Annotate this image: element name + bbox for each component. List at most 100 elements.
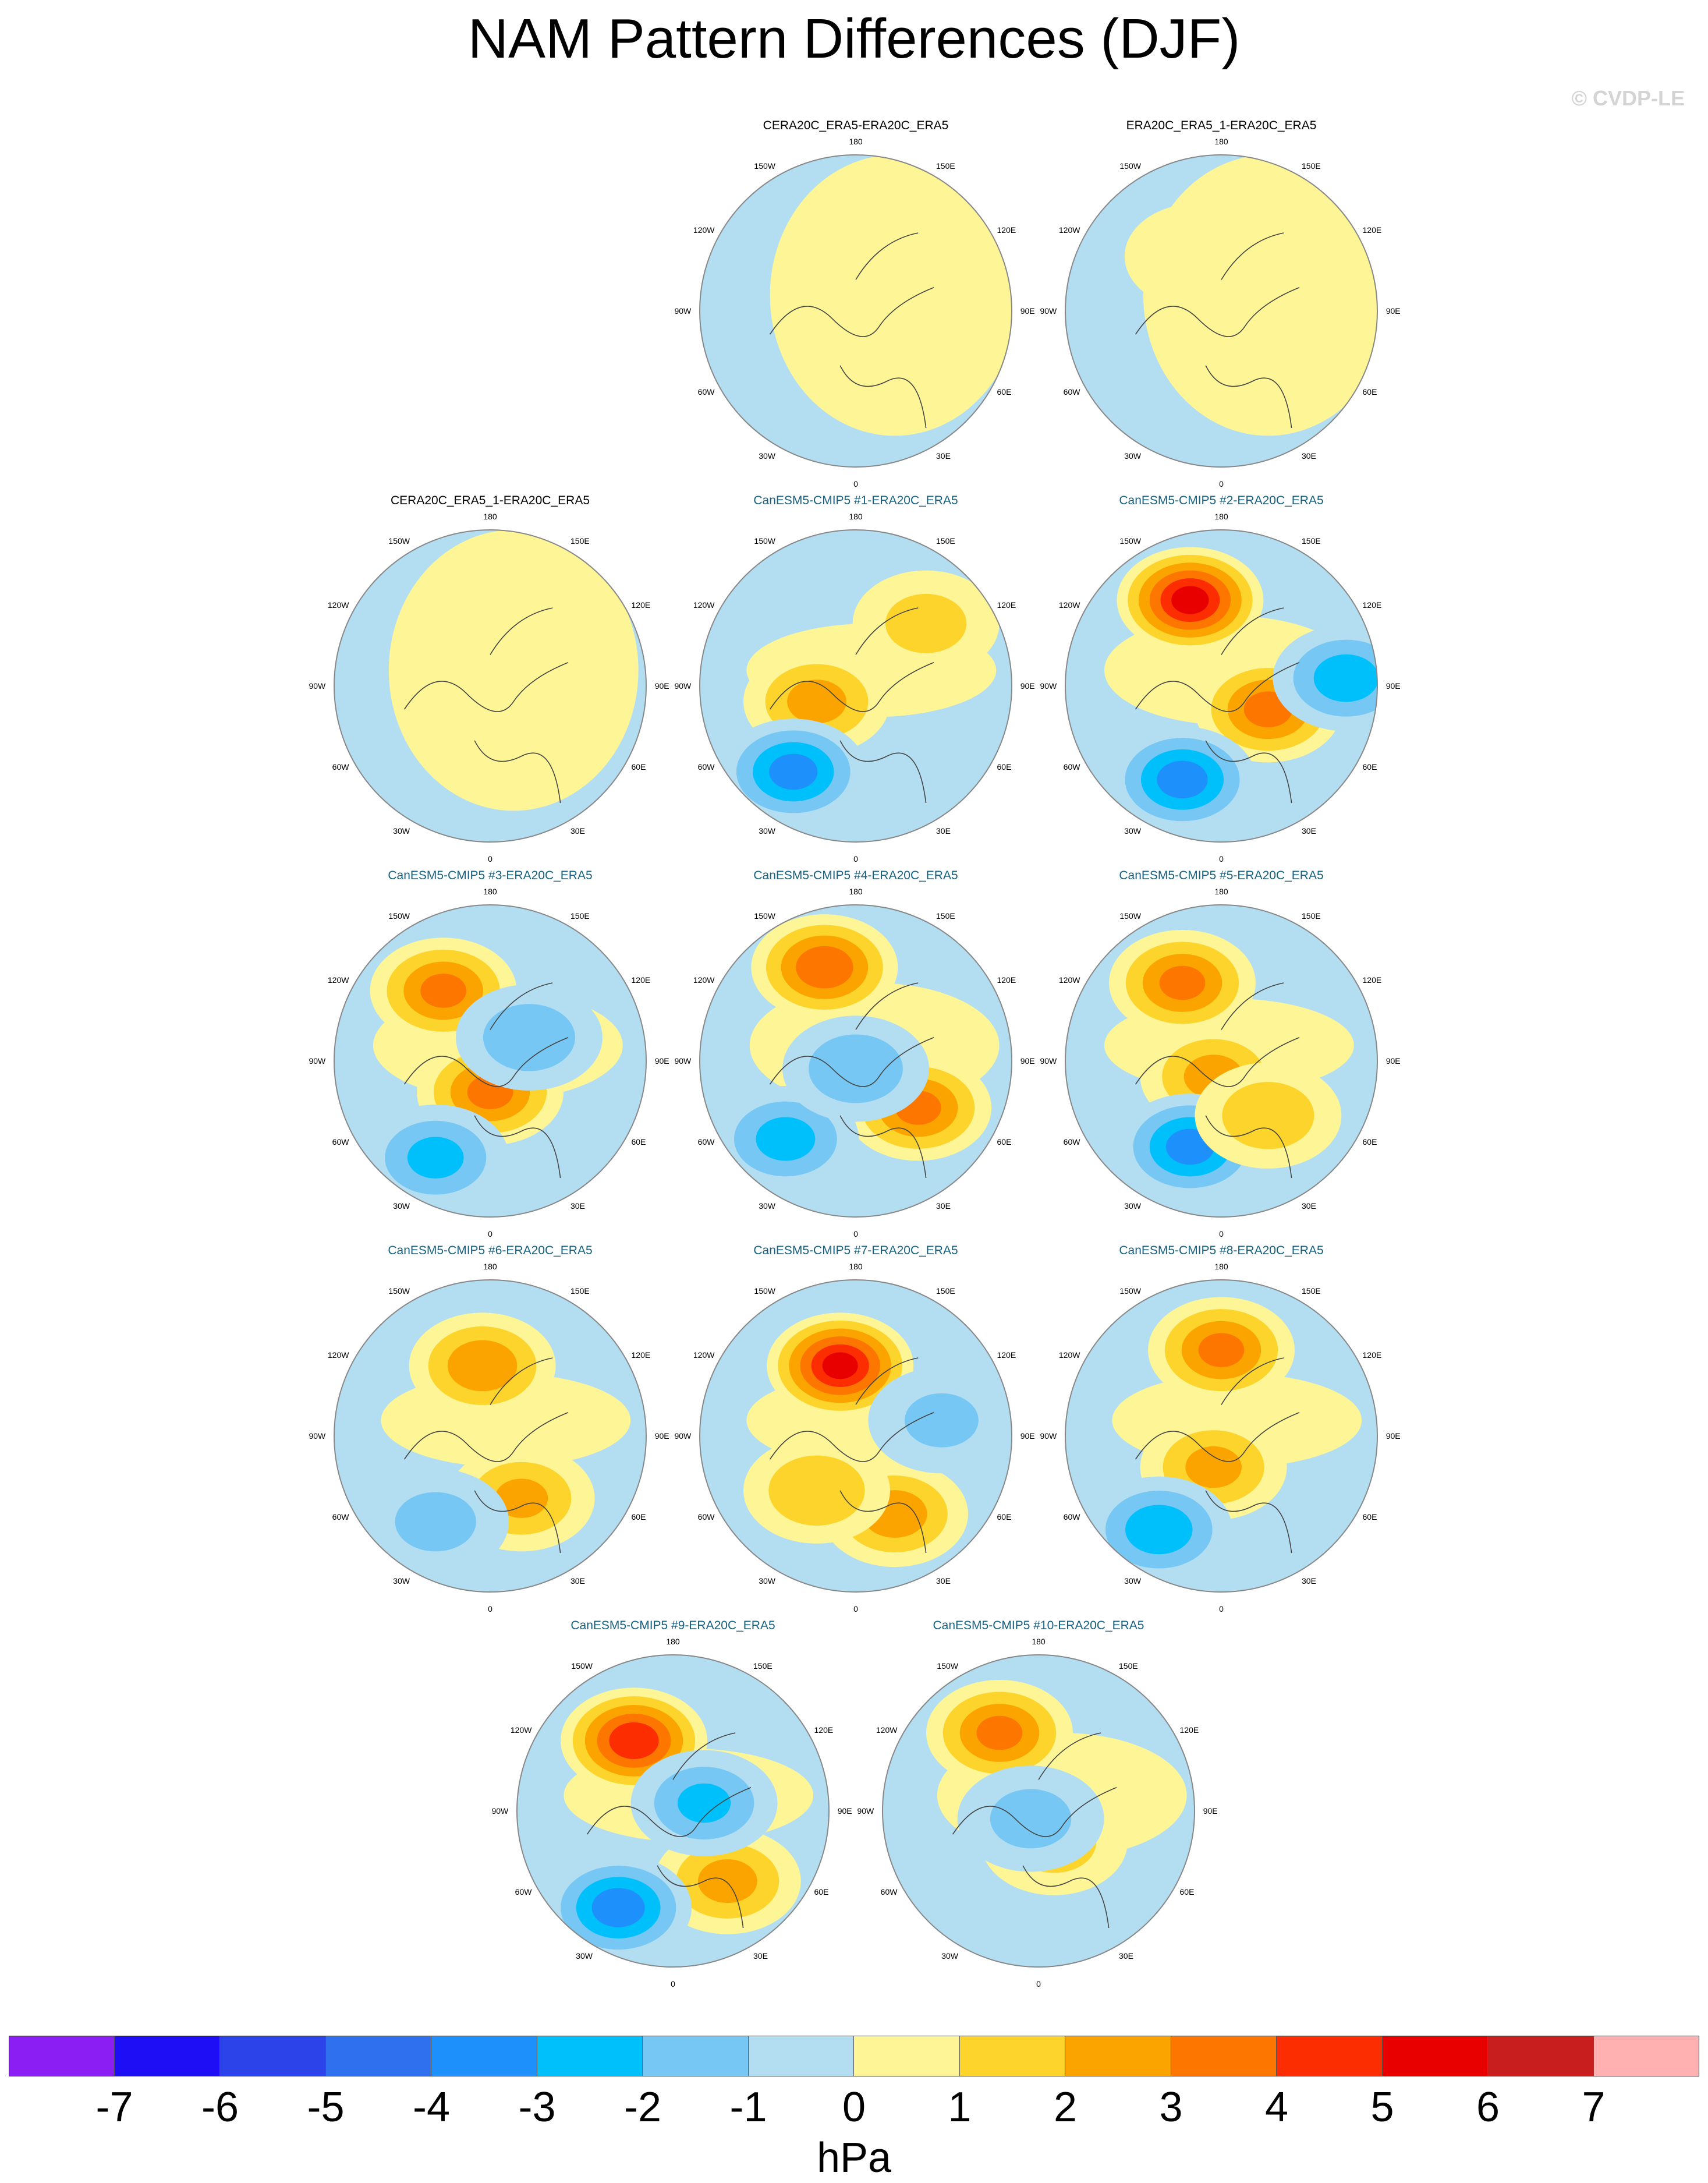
- longitude-label: 0: [1219, 1604, 1224, 1614]
- longitude-label: 90W: [1040, 1056, 1057, 1066]
- field-layer: [700, 1280, 1012, 1592]
- polar-map: [699, 1279, 1012, 1593]
- longitude-label: 150W: [388, 536, 410, 546]
- longitude-label: 90E: [1020, 306, 1035, 316]
- longitude-label: 60W: [332, 762, 349, 772]
- figure-title: NAM Pattern Differences (DJF): [467, 8, 1241, 70]
- longitude-label: 60E: [1179, 1887, 1195, 1897]
- longitude-label: 90W: [1040, 306, 1057, 316]
- longitude-label: 60E: [631, 762, 646, 772]
- longitude-label: 180: [483, 887, 497, 897]
- longitude-label: 60E: [997, 762, 1012, 772]
- longitude-label: 30W: [393, 1576, 410, 1586]
- longitude-label: 0: [853, 1229, 858, 1239]
- field-contour-2-3: [1157, 760, 1208, 799]
- longitude-label: 120E: [997, 1350, 1016, 1360]
- longitude-label: 90W: [309, 1431, 326, 1441]
- field-contour-3-1: [1222, 1082, 1314, 1149]
- field-contour-3-2: [678, 1783, 731, 1823]
- map-boundary: [699, 904, 1012, 1218]
- longitude-label: 30W: [941, 1951, 958, 1961]
- longitude-label: 120W: [1058, 600, 1080, 610]
- longitude-label: 120W: [510, 1725, 532, 1735]
- colorbar-tick-label: -7: [95, 2084, 133, 2131]
- longitude-label: 150E: [1302, 911, 1321, 921]
- longitude-label: 120E: [1362, 975, 1382, 985]
- longitude-label: 30W: [1124, 1576, 1141, 1586]
- longitude-label: 120E: [1179, 1725, 1199, 1735]
- panel-title: CERA20C_ERA5-ERA20C_ERA5: [763, 119, 949, 132]
- field-layer: [334, 1280, 646, 1592]
- colorbar-tick-label: 5: [1370, 2084, 1394, 2131]
- longitude-label: 180: [483, 1262, 497, 1272]
- panel-title: CanESM5-CMIP5 #5-ERA20C_ERA5: [1119, 869, 1324, 882]
- longitude-label: 150E: [570, 911, 590, 921]
- coastline: [474, 607, 561, 804]
- field-contour-3-2: [1313, 654, 1377, 702]
- coastline: [474, 982, 561, 1179]
- field-positive-region: [770, 155, 1012, 436]
- field-contour-2-1: [395, 1492, 476, 1552]
- longitude-label: 150E: [936, 536, 955, 546]
- map-boundary: [334, 904, 647, 1218]
- longitude-label: 60E: [631, 1512, 646, 1522]
- longitude-label: 30W: [759, 451, 775, 461]
- panel-title: CanESM5-CMIP5 #6-ERA20C_ERA5: [388, 1244, 593, 1257]
- colorbar-tick-label: 0: [842, 2084, 866, 2131]
- map-boundary: [699, 154, 1012, 468]
- longitude-label: 180: [849, 512, 863, 522]
- longitude-label: 150E: [1119, 1661, 1138, 1671]
- coastline: [474, 1357, 561, 1554]
- polar-map: [1065, 904, 1378, 1218]
- longitude-label: 150E: [1302, 1286, 1321, 1296]
- colorbar-swatch: [1593, 2036, 1699, 2076]
- longitude-label: 0: [853, 1604, 858, 1614]
- field-contour-1-2: [1185, 1446, 1242, 1488]
- longitude-label: 120W: [693, 225, 715, 235]
- longitude-label: 60W: [880, 1887, 898, 1897]
- longitude-label: 90W: [674, 681, 692, 691]
- longitude-label: 120W: [876, 1725, 898, 1735]
- longitude-label: 90W: [491, 1806, 509, 1816]
- longitude-label: 30E: [570, 826, 585, 836]
- field-layer: [883, 1655, 1195, 1967]
- longitude-label: 90W: [309, 681, 326, 691]
- map-boundary: [1065, 529, 1378, 843]
- polar-map: [334, 1279, 647, 1593]
- field-contour-0-3: [1198, 1333, 1245, 1367]
- longitude-label: 90E: [1385, 1056, 1401, 1066]
- longitude-label: 60E: [1362, 387, 1377, 397]
- longitude-label: 0: [853, 479, 858, 489]
- coastline: [1205, 982, 1292, 1179]
- colorbar-tick-label: 7: [1582, 2084, 1606, 2131]
- longitude-label: 120E: [1362, 225, 1382, 235]
- longitude-label: 60E: [997, 1512, 1012, 1522]
- longitude-label: 60W: [1063, 387, 1080, 397]
- longitude-label: 120W: [693, 975, 715, 985]
- longitude-label: 30E: [1302, 826, 1316, 836]
- longitude-label: 150W: [571, 1661, 593, 1671]
- longitude-label: 120E: [997, 225, 1016, 235]
- polar-map: [1065, 1279, 1378, 1593]
- longitude-label: 90W: [309, 1056, 326, 1066]
- field-contour-0-0: [424, 609, 572, 716]
- longitude-label: 120E: [997, 975, 1016, 985]
- panel-title: CanESM5-CMIP5 #4-ERA20C_ERA5: [753, 869, 958, 882]
- longitude-label: 90W: [674, 1431, 692, 1441]
- longitude-label: 150W: [1119, 536, 1141, 546]
- panel-title: CanESM5-CMIP5 #3-ERA20C_ERA5: [388, 869, 593, 882]
- longitude-label: 0: [671, 1979, 675, 1989]
- longitude-label: 30E: [936, 451, 951, 461]
- field-contour-0-3: [1159, 965, 1206, 1000]
- colorbar: [9, 2036, 1699, 2076]
- longitude-label: 30E: [570, 1576, 585, 1586]
- field-contour-2-3: [591, 1888, 645, 1927]
- polar-map: [699, 529, 1012, 843]
- field-contour-0-3: [420, 974, 466, 1008]
- longitude-label: 180: [1032, 1637, 1046, 1647]
- map-boundary: [699, 529, 1012, 843]
- coastline: [586, 1787, 752, 1837]
- longitude-label: 60E: [1362, 1137, 1377, 1147]
- longitude-label: 30W: [759, 1576, 775, 1586]
- field-contour-0-0: [1124, 203, 1271, 310]
